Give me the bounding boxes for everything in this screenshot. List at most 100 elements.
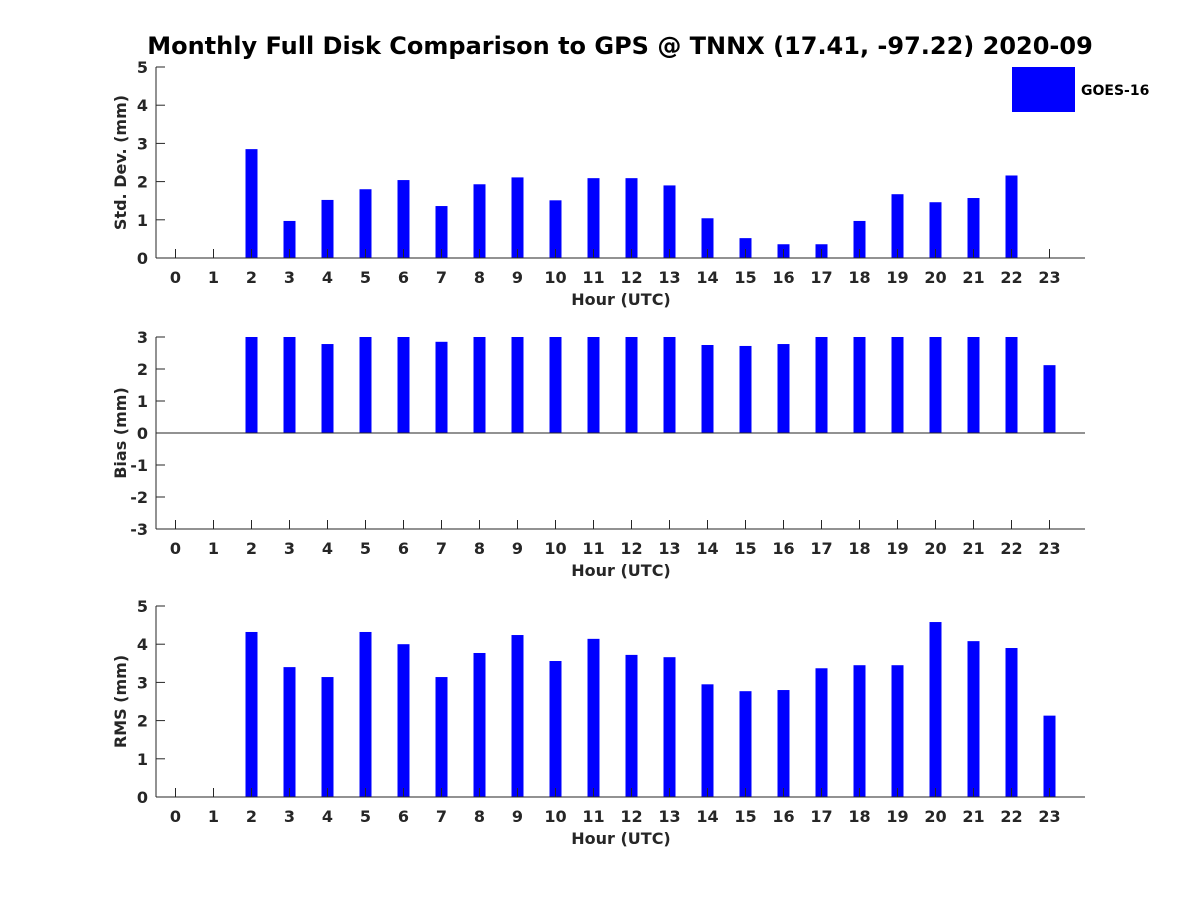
y-tick-label: 3 [137, 328, 148, 347]
bar-hour-23 [1043, 365, 1056, 433]
bar-hour-8 [473, 337, 486, 433]
x-tick-label: 15 [734, 268, 756, 287]
y-tick-label: 4 [137, 96, 148, 115]
bar-hour-11 [587, 337, 600, 433]
x-tick-label: 19 [886, 539, 908, 558]
bar-hour-2 [245, 149, 258, 258]
x-tick-label: 4 [322, 268, 333, 287]
x-tick-label: 14 [696, 268, 718, 287]
bar-hour-19 [891, 665, 904, 797]
bar-hour-11 [587, 638, 600, 797]
bar-hour-2 [245, 337, 258, 433]
y-tick-label: 4 [137, 635, 148, 654]
x-tick-label: 0 [170, 539, 181, 558]
y-tick-label: 3 [137, 673, 148, 692]
bar-hour-6 [397, 337, 410, 433]
x-tick-label: 17 [810, 268, 832, 287]
x-tick-label: 6 [398, 807, 409, 826]
x-tick-label: 13 [658, 807, 680, 826]
y-tick-label: 0 [137, 249, 148, 268]
bar-hour-21 [967, 641, 980, 797]
x-tick-label: 3 [284, 807, 295, 826]
bar-hour-14 [701, 684, 714, 797]
x-tick-label: 18 [848, 807, 870, 826]
bar-hour-22 [1005, 337, 1018, 433]
bar-hour-15 [739, 345, 752, 433]
bar-hour-22 [1005, 648, 1018, 797]
x-tick-label: 8 [474, 807, 485, 826]
x-tick-label: 20 [924, 807, 946, 826]
bar-hour-14 [701, 218, 714, 258]
x-tick-label: 17 [810, 807, 832, 826]
y-tick-label: 3 [137, 134, 148, 153]
x-tick-label: 9 [512, 807, 523, 826]
x-tick-label: 0 [170, 807, 181, 826]
bar-hour-19 [891, 194, 904, 258]
bar-hour-21 [967, 198, 980, 258]
y-tick-label: 2 [137, 360, 148, 379]
bar-hour-11 [587, 178, 600, 258]
legend: GOES-16 [1012, 67, 1149, 112]
x-tick-label: 9 [512, 268, 523, 287]
bar-hour-17 [815, 337, 828, 433]
x-tick-label: 22 [1000, 539, 1022, 558]
x-tick-label: 20 [924, 268, 946, 287]
bar-hour-10 [549, 337, 562, 433]
x-tick-label: 1 [208, 268, 219, 287]
y-tick-label: -2 [130, 488, 148, 507]
x-tick-label: 15 [734, 807, 756, 826]
x-tick-label: 10 [544, 268, 566, 287]
bar-hour-5 [359, 189, 372, 258]
bar-hour-4 [321, 344, 334, 433]
x-tick-label: 5 [360, 268, 371, 287]
x-tick-label: 14 [696, 807, 718, 826]
y-tick-label: 2 [137, 712, 148, 731]
y-tick-label: 1 [137, 750, 148, 769]
bar-hour-9 [511, 337, 524, 433]
x-tick-label: 12 [620, 807, 642, 826]
bar-hour-6 [397, 180, 410, 258]
bar-hour-13 [663, 337, 676, 433]
y-axis-label: Std. Dev. (mm) [111, 95, 130, 230]
x-tick-label: 16 [772, 268, 794, 287]
bar-hour-20 [929, 337, 942, 433]
bar-hour-19 [891, 337, 904, 433]
bar-hour-3 [283, 220, 296, 258]
x-tick-label: 1 [208, 539, 219, 558]
bar-hour-18 [853, 665, 866, 797]
x-tick-label: 3 [284, 539, 295, 558]
x-tick-label: 17 [810, 539, 832, 558]
x-tick-label: 22 [1000, 268, 1022, 287]
bar-hour-7 [435, 677, 448, 797]
bar-hour-9 [511, 177, 524, 258]
x-tick-label: 23 [1038, 807, 1060, 826]
x-tick-label: 2 [246, 807, 257, 826]
x-tick-label: 23 [1038, 539, 1060, 558]
x-tick-label: 7 [436, 268, 447, 287]
x-tick-label: 12 [620, 539, 642, 558]
y-tick-label: 2 [137, 173, 148, 192]
x-axis-label: Hour (UTC) [571, 290, 671, 309]
bar-hour-21 [967, 337, 980, 433]
x-tick-label: 5 [360, 807, 371, 826]
bar-hour-16 [777, 344, 790, 433]
x-tick-label: 0 [170, 268, 181, 287]
x-tick-label: 6 [398, 539, 409, 558]
x-tick-label: 19 [886, 807, 908, 826]
bar-hour-22 [1005, 175, 1018, 258]
x-tick-label: 18 [848, 268, 870, 287]
bar-hour-8 [473, 184, 486, 258]
y-tick-label: 5 [137, 58, 148, 77]
x-tick-label: 4 [322, 807, 333, 826]
x-tick-label: 8 [474, 268, 485, 287]
y-tick-label: -1 [130, 456, 148, 475]
x-tick-label: 14 [696, 539, 718, 558]
x-tick-label: 10 [544, 539, 566, 558]
bar-hour-7 [435, 206, 448, 258]
x-tick-label: 7 [436, 539, 447, 558]
bar-hour-12 [625, 654, 638, 797]
